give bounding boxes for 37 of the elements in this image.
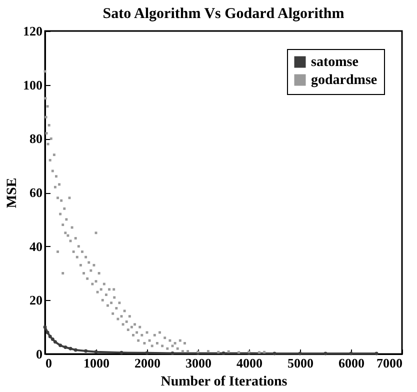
y-tick-label: 60 <box>30 185 42 200</box>
x-tick-label: 3000 <box>186 356 212 370</box>
point <box>349 352 353 356</box>
point <box>222 351 226 355</box>
point <box>43 325 47 329</box>
point <box>74 348 78 352</box>
point <box>298 352 302 356</box>
x-tick-label: 1000 <box>84 356 110 370</box>
y-tick-label: 120 <box>23 24 42 38</box>
y-tick-label: 100 <box>23 77 42 92</box>
x-tick-label: 4000 <box>236 356 262 370</box>
point <box>53 340 57 344</box>
chart-title: Sato Algorithm Vs Godard Algorithm <box>102 6 345 22</box>
point <box>84 349 88 353</box>
point <box>120 350 124 354</box>
legend-label: godardmse <box>311 73 378 88</box>
y-axis-title: MSE <box>5 178 20 208</box>
x-tick-label: 6000 <box>338 356 364 370</box>
point <box>58 344 62 348</box>
legend-label: satomse <box>311 55 358 70</box>
x-tick-label: 7000 <box>376 356 402 370</box>
x-tick-label: 0 <box>46 356 52 370</box>
point <box>50 337 54 341</box>
y-tick-label: 40 <box>30 238 42 254</box>
point <box>46 330 50 334</box>
point <box>374 352 378 356</box>
y-tick-label: 20 <box>30 292 42 308</box>
point <box>64 346 68 349</box>
x-axis-title: Number of Iterations <box>160 374 288 390</box>
point <box>324 352 328 356</box>
point <box>68 346 72 350</box>
point <box>272 352 276 356</box>
y-tick-label: 80 <box>30 131 42 146</box>
point <box>48 334 52 338</box>
point <box>170 351 174 355</box>
x-tick-label: 5000 <box>288 356 314 370</box>
x-tick-label: 2000 <box>134 356 160 370</box>
